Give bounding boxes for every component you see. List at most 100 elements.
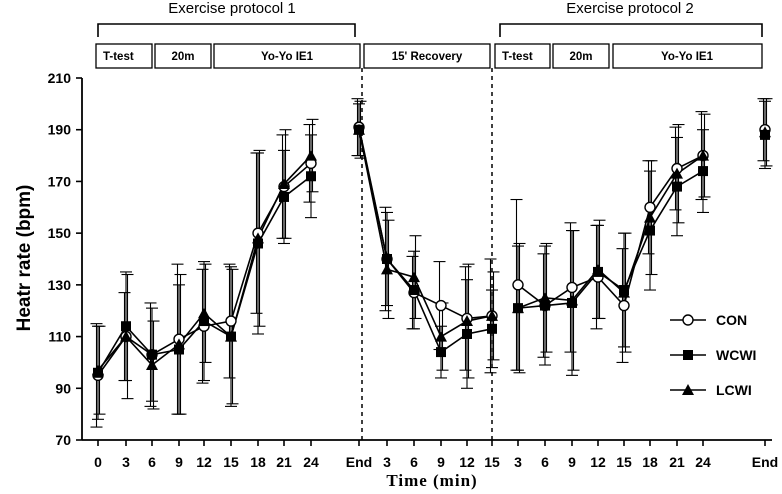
- protocol-1-label: Exercise protocol 1: [168, 0, 296, 17]
- y-tick-label: 70: [55, 432, 71, 448]
- data-point-wcwi: [409, 285, 419, 296]
- phase-box-yoyo-1: [213, 43, 361, 69]
- x-tick-label: 3: [383, 454, 391, 470]
- phase-label-20m-2: 20m: [569, 51, 592, 63]
- data-point-lcwi: [697, 149, 709, 161]
- x-tick-label: 15: [223, 454, 239, 470]
- x-tick-label: 6: [148, 454, 156, 470]
- y-tick-label: 210: [48, 70, 72, 86]
- protocol-brackets: [97, 23, 763, 37]
- series-line-lcwi: [517, 154, 704, 309]
- data-point-lcwi: [512, 302, 524, 314]
- data-point-wcwi: [645, 225, 655, 236]
- data-point-lcwi: [435, 330, 447, 342]
- phase-box-20m-2: [552, 43, 610, 69]
- x-tick-label: 15: [616, 454, 632, 470]
- error-bars-lcwi: [93, 98, 773, 415]
- legend-label-lcwi: LCWI: [716, 382, 752, 398]
- data-point-lcwi: [198, 307, 210, 319]
- data-point-con: [435, 299, 447, 312]
- data-point-wcwi: [540, 300, 550, 311]
- markers-wcwi: [93, 124, 770, 378]
- protocol-1-bracket: [97, 23, 356, 37]
- data-point-wcwi: [306, 171, 316, 182]
- phase-box-ttest-2: [494, 43, 551, 69]
- legend-label-con: CON: [716, 312, 747, 328]
- data-point-wcwi: [147, 349, 157, 360]
- data-point-lcwi: [353, 123, 365, 135]
- data-point-con: [512, 279, 524, 291]
- data-point-lcwi: [461, 315, 473, 327]
- data-point-con: [644, 201, 656, 213]
- data-point-con: [225, 315, 237, 327]
- legend: CON WCWI LCWI: [670, 312, 756, 398]
- x-tick-label: 6: [541, 454, 549, 470]
- data-point-lcwi: [671, 167, 683, 179]
- data-point-lcwi: [759, 126, 771, 138]
- x-tick-label: 9: [175, 454, 183, 470]
- x-tick-label: 15: [484, 454, 500, 470]
- series-line-lcwi: [358, 129, 493, 338]
- legend-marker-wcwi: [683, 350, 693, 360]
- data-point-lcwi: [592, 263, 604, 275]
- separators: [361, 68, 493, 440]
- error-bars-con: [90, 98, 770, 428]
- phase-box-yoyo-2: [612, 43, 763, 69]
- x-tick-label: 18: [642, 454, 658, 470]
- data-point-lcwi: [644, 211, 656, 223]
- y-ticks: 70 90 110 130 150 170 190 210: [48, 70, 82, 448]
- phase-box-20m-1: [154, 43, 212, 69]
- data-point-lcwi: [92, 364, 104, 376]
- data-point-wcwi: [672, 181, 682, 192]
- data-point-lcwi: [486, 309, 498, 321]
- phase-label-ttest-2: T-test: [502, 51, 533, 63]
- data-point-lcwi: [278, 178, 290, 190]
- protocol-2-label: Exercise protocol 2: [566, 0, 694, 17]
- data-point-con: [566, 281, 578, 294]
- data-point-lcwi: [618, 286, 630, 298]
- y-tick-label: 110: [48, 329, 71, 345]
- data-point-wcwi: [487, 323, 497, 334]
- y-tick-label: 170: [48, 173, 72, 189]
- legend-marker-con: [682, 314, 694, 326]
- markers-lcwi: [92, 123, 771, 376]
- x-tick-label: 3: [122, 454, 130, 470]
- x-tick-label: 12: [459, 454, 475, 470]
- phase-label-recovery: 15' Recovery: [392, 51, 463, 63]
- data-point-lcwi: [146, 359, 158, 371]
- y-axis-label: Heatr rate (bpm): [14, 185, 35, 332]
- x-axis-label: Time (min): [386, 471, 477, 490]
- x-tick-label: 0: [94, 454, 102, 470]
- protocol-2-bracket: [499, 23, 763, 37]
- data-point-wcwi: [436, 347, 446, 358]
- x-tick-label: 18: [250, 454, 266, 470]
- data-point-lcwi: [539, 291, 551, 303]
- data-point-wcwi: [462, 328, 472, 339]
- x-tick-label: 6: [410, 454, 418, 470]
- plot-area: [90, 98, 773, 428]
- markers-con: [92, 121, 771, 382]
- x-tick-label: 21: [276, 454, 292, 470]
- data-point-wcwi: [279, 191, 289, 202]
- y-tick-label: 130: [48, 277, 72, 293]
- x-tick-label: 9: [437, 454, 445, 470]
- phase-boxes: [95, 43, 763, 69]
- data-point-wcwi: [199, 316, 209, 327]
- axes: [81, 78, 772, 441]
- phase-label-20m-1: 20m: [171, 51, 194, 63]
- data-point-lcwi: [305, 149, 317, 161]
- phase-box-ttest-1: [95, 43, 153, 69]
- x-tick-label: 12: [196, 454, 212, 470]
- data-point-lcwi: [566, 294, 578, 306]
- x-tick-label: 3: [514, 454, 522, 470]
- x-tick-label: 24: [695, 454, 711, 470]
- data-point-lcwi: [381, 263, 393, 275]
- data-point-lcwi: [252, 232, 264, 244]
- data-point-wcwi: [174, 344, 184, 355]
- data-point-lcwi: [408, 271, 420, 283]
- y-tick-label: 90: [55, 380, 71, 396]
- x-tick-label: End: [752, 454, 778, 470]
- x-tick-label: 24: [303, 454, 319, 470]
- x-tick-label: 21: [669, 454, 685, 470]
- phase-label-yoyo-2: Yo-Yo IE1: [661, 51, 714, 63]
